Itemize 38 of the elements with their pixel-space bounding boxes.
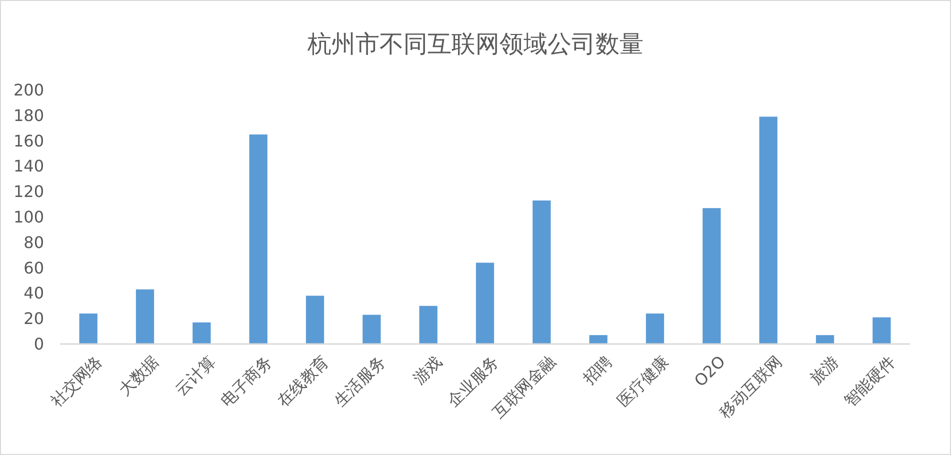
y-tick-label: 80 [24, 232, 44, 252]
y-tick-label: 120 [13, 182, 44, 202]
bar [249, 134, 268, 344]
bar [192, 322, 211, 344]
x-tick-label: 云计算 [172, 352, 219, 400]
bar [646, 314, 664, 344]
bar [589, 335, 608, 344]
bar [872, 317, 891, 344]
bar [816, 335, 834, 344]
chart-title: 杭州市不同互联网领域公司数量 [306, 30, 644, 58]
x-tick-label: 社交网络 [46, 352, 106, 411]
y-tick-label: 60 [24, 258, 44, 278]
x-tick-label: 在线教育 [274, 352, 332, 411]
y-tick-label: 40 [24, 284, 44, 303]
bar [419, 306, 438, 344]
bar [306, 296, 324, 344]
x-tick-label: 生活服务 [330, 352, 389, 411]
y-tick-label: 200 [13, 80, 44, 100]
x-tick-label: 智能硬件 [840, 352, 899, 411]
bar [136, 289, 154, 344]
y-tick-label: 180 [13, 106, 44, 125]
y-tick-label: 160 [13, 131, 44, 150]
x-tick-label: 大数据 [114, 352, 162, 400]
bar [532, 200, 551, 344]
bar [702, 208, 721, 344]
y-tick-label: 0 [34, 334, 44, 354]
bar [79, 314, 98, 344]
y-tick-label: 100 [13, 208, 44, 226]
x-tick-label: 医疗健康 [614, 352, 672, 411]
bar [476, 262, 494, 344]
x-tick-label: 招聘 [578, 352, 616, 389]
y-tick-label: 140 [13, 156, 44, 176]
y-tick-label: 20 [24, 309, 44, 328]
bar [759, 116, 778, 344]
bar [362, 314, 381, 344]
x-tick-label: 电子商务 [216, 352, 276, 411]
x-tick-label: 游戏 [410, 352, 446, 388]
x-tick-label: 旅游 [806, 352, 842, 388]
